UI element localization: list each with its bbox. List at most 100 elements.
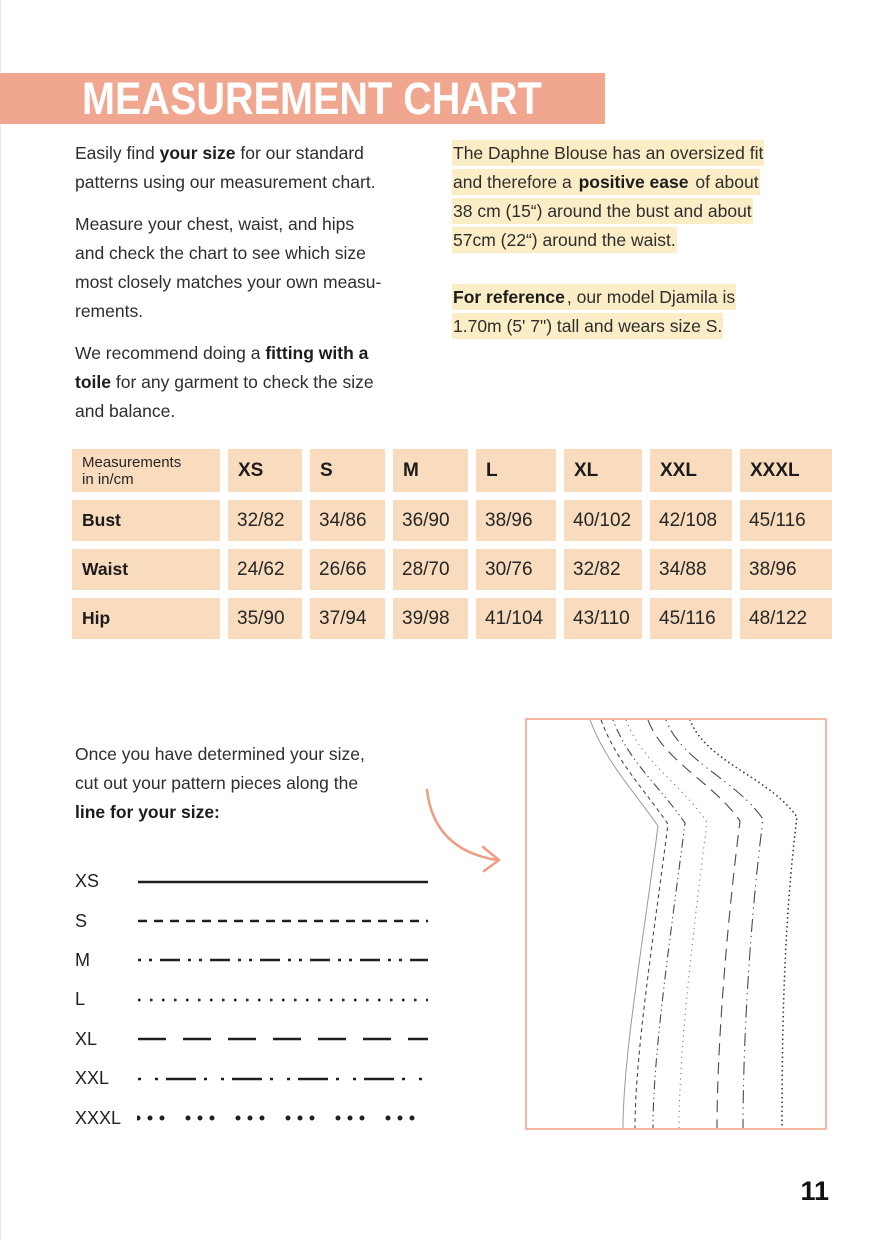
table-cell: 28/70: [393, 549, 468, 590]
page-edge-line: [0, 0, 1, 1240]
table-cell: 38/96: [740, 549, 832, 590]
text-run: We recommend doing a: [75, 343, 266, 363]
page-number: 11: [800, 1176, 829, 1206]
table-cell: 45/116: [740, 500, 832, 541]
text-run: for any garment to check the size: [110, 372, 374, 392]
table-cell: 36/90: [393, 500, 468, 541]
pattern-size-line-xs: [589, 719, 659, 1129]
text-run: , our model Djamila is: [565, 284, 737, 310]
text-run: for our standard: [235, 143, 364, 163]
text-run: 1.70m (5' 7") tall and wears size S.: [452, 313, 724, 339]
table-cell: 43/110: [564, 598, 642, 639]
paragraph: The Daphne Blouse has an oversized fit an…: [452, 139, 832, 255]
legend-line-sample-icon: [138, 880, 428, 883]
table-cell: 39/98: [393, 598, 468, 639]
text-line: 57cm (22“) around the waist.: [452, 226, 832, 255]
text-line: rements.: [75, 297, 447, 326]
text-line: and therefore a positive ease of about: [452, 168, 832, 197]
table-size-header: XS: [228, 449, 302, 492]
paragraph: Once you have determined your size, cut o…: [75, 740, 455, 827]
text-line: 1.70m (5' 7") tall and wears size S.: [452, 312, 832, 341]
text-line: Easily find your size for our standard: [75, 139, 447, 168]
text-run: your size: [159, 143, 236, 163]
text-run: and check the chart to see which size: [75, 243, 366, 263]
text-line: Measure your chest, waist, and hips: [75, 210, 447, 239]
table-size-header: XL: [564, 449, 642, 492]
text-line: We recommend doing a fitting with a: [75, 339, 447, 368]
pattern-size-line-m: [612, 719, 686, 1129]
text-line: most closely matches your own measu-: [75, 268, 447, 297]
text-line: and balance.: [75, 397, 447, 426]
table-cell: 40/102: [564, 500, 642, 541]
legend-line-sample-icon: [138, 998, 428, 1002]
legend-line-sample-icon: [138, 1077, 428, 1080]
pattern-piece-illustration: [525, 718, 827, 1130]
text-line: and check the chart to see which size: [75, 239, 447, 268]
text-run: 38 cm (15“) around the bust and about: [452, 198, 753, 224]
legend-row: XS: [75, 862, 435, 901]
table-cell: 45/116: [650, 598, 732, 639]
table-size-header: M: [393, 449, 468, 492]
legend-size-label: XXL: [75, 1068, 110, 1089]
legend-size-label: XXXL: [75, 1107, 122, 1128]
text-line: cut out your pattern pieces along the: [75, 769, 455, 798]
text-line: line for your size:: [75, 798, 455, 827]
table-corner-label: Measurements in in/cm: [72, 449, 220, 492]
text-run: most closely matches your own measu-: [75, 272, 382, 292]
table-size-header: L: [476, 449, 556, 492]
text-line: 38 cm (15“) around the bust and about: [452, 197, 832, 226]
legend-size-label: L: [75, 989, 86, 1010]
table-size-header: XXXL: [740, 449, 832, 492]
text-run: of about: [689, 169, 760, 195]
text-run: Once you have determined your size,: [75, 744, 365, 764]
legend-size-label: XS: [75, 871, 100, 892]
pattern-size-line-l: [625, 719, 708, 1129]
intro-right-column: The Daphne Blouse has an oversized fit an…: [452, 139, 832, 341]
text-run: patterns using our measurement chart.: [75, 172, 376, 192]
text-line: toile for any garment to check the size: [75, 368, 447, 397]
text-run: Measure your chest, waist, and hips: [75, 214, 355, 234]
text-run: toile: [75, 372, 111, 392]
table-cell: 41/104: [476, 598, 556, 639]
text-line: The Daphne Blouse has an oversized fit: [452, 139, 832, 168]
legend-size-label: M: [75, 949, 90, 970]
paragraph: For reference, our model Djamila is 1.70m…: [452, 283, 832, 341]
text-run: rements.: [75, 301, 144, 321]
table-row-label: Waist: [72, 549, 220, 590]
paragraph: Easily find your size for our standard pa…: [75, 139, 447, 197]
paragraph: Measure your chest, waist, and hips and c…: [75, 210, 447, 326]
table-cell: 38/96: [476, 500, 556, 541]
size-line-legend: XS S M L XL XXL XXXL: [75, 862, 435, 1138]
legend-row: XXXL: [75, 1098, 435, 1137]
table-row-label: Bust: [72, 500, 220, 541]
legend-row: XL: [75, 1020, 435, 1059]
table-cell: 34/88: [650, 549, 732, 590]
text-run: positive ease: [577, 169, 690, 195]
legend-row: S: [75, 901, 435, 940]
legend-row: XXL: [75, 1059, 435, 1098]
text-run: fitting with a: [265, 343, 369, 363]
text-run: and balance.: [75, 401, 176, 421]
table-size-header: XXL: [650, 449, 732, 492]
legend-size-label: XL: [75, 1028, 98, 1049]
table-cell: 37/94: [310, 598, 385, 639]
table-cell: 35/90: [228, 598, 302, 639]
text-run: line for your size:: [75, 802, 220, 822]
text-line: patterns using our measurement chart.: [75, 168, 447, 197]
table-cell: 32/82: [564, 549, 642, 590]
text-run: and therefore a: [452, 169, 578, 195]
table-cell: 48/122: [740, 598, 832, 639]
legend-line-sample-icon: [138, 919, 428, 923]
legend-row: L: [75, 980, 435, 1019]
text-line: For reference, our model Djamila is: [452, 283, 832, 312]
text-run: The Daphne Blouse has an oversized fit: [452, 140, 765, 166]
legend-line-sample-icon: [138, 1037, 428, 1041]
title-banner: MEASUREMENT CHART: [0, 73, 605, 124]
measurement-table: Measurements in in/cm XS S M L XL XXL XXXL Bust 3…: [72, 449, 832, 639]
legend-line-sample-icon: [138, 959, 428, 962]
text-run: For reference: [452, 284, 566, 310]
legend-size-label: S: [75, 910, 88, 931]
table-size-header: S: [310, 449, 385, 492]
text-run: cut out your pattern pieces along the: [75, 773, 359, 793]
